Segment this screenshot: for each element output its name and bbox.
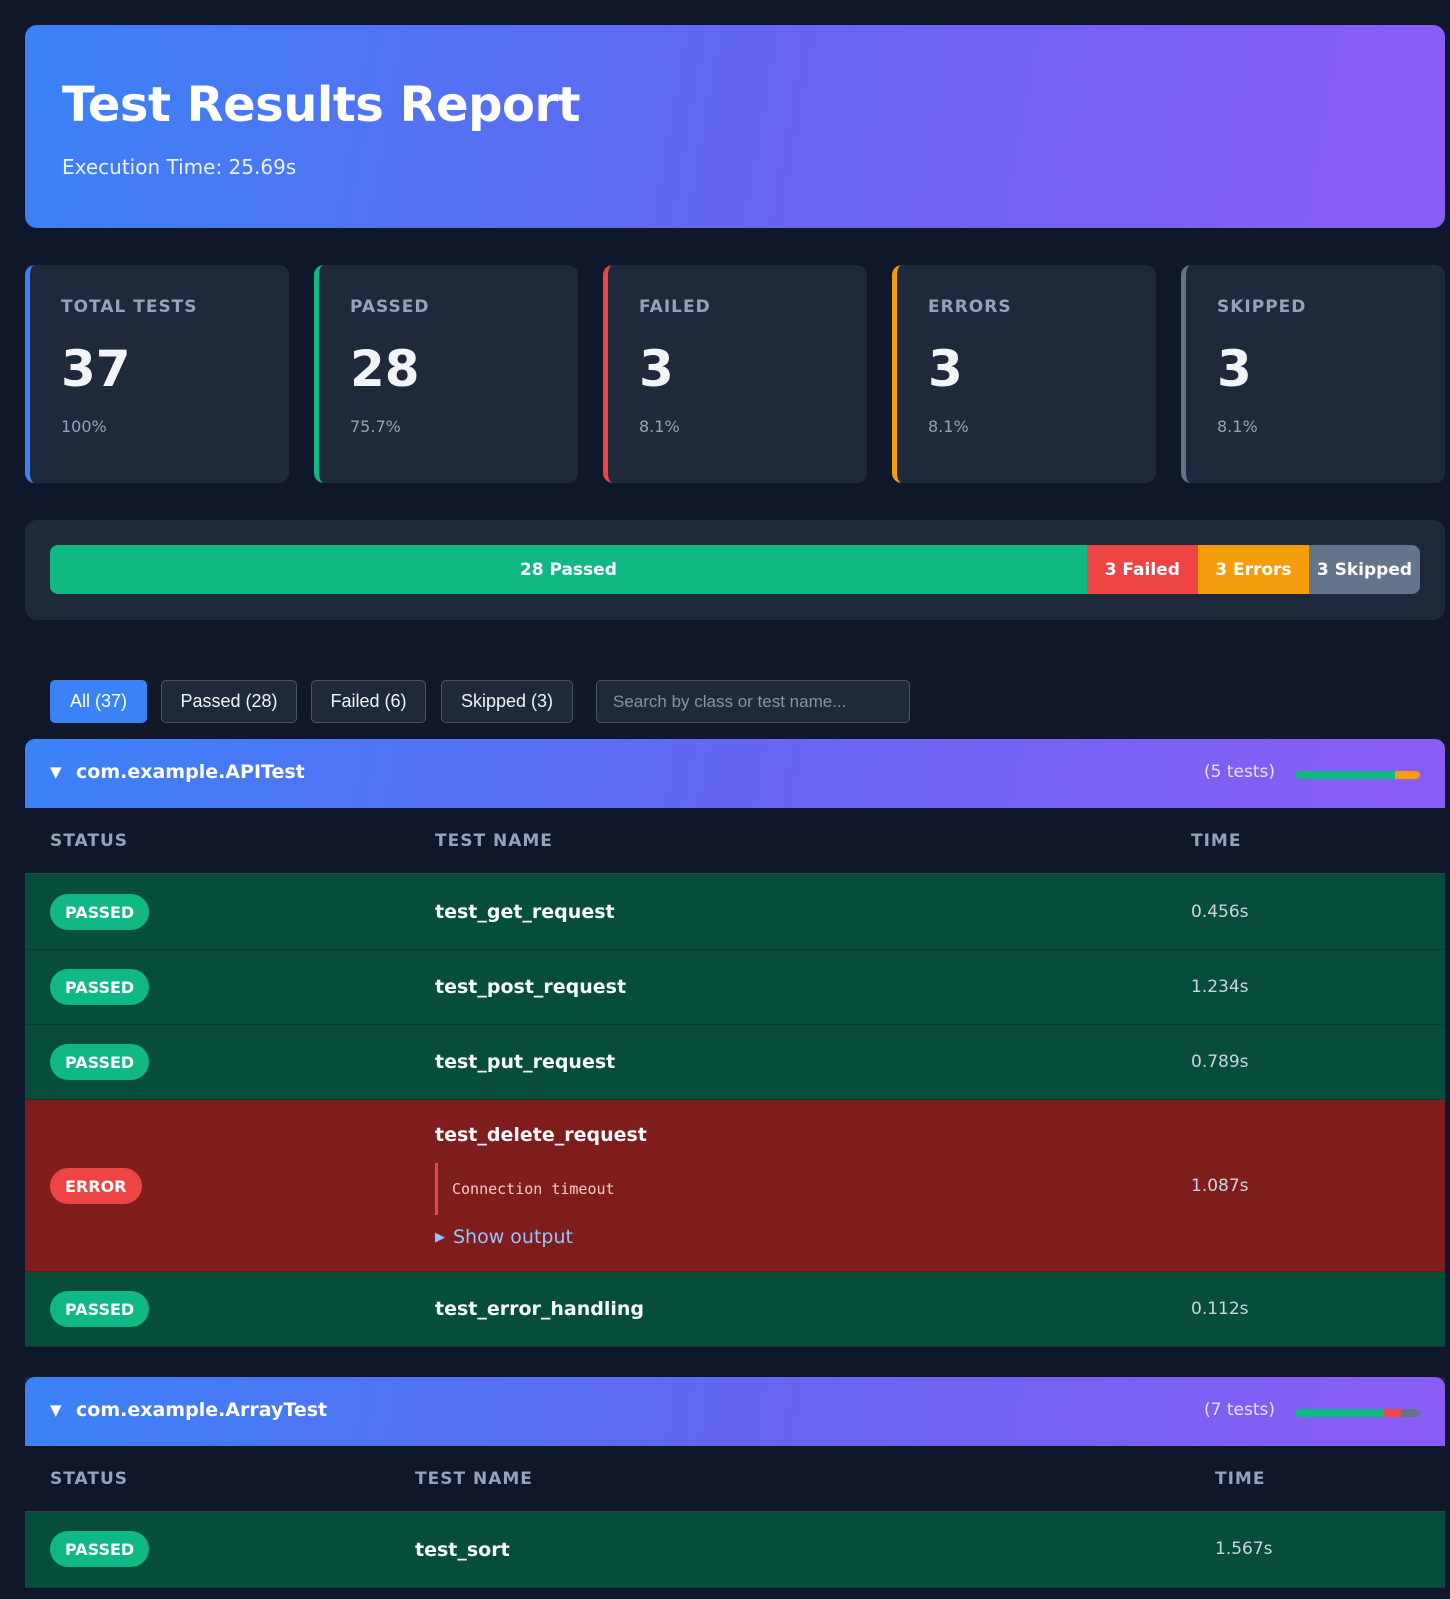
filter-skipped-button[interactable]: Skipped (3) [441,680,573,723]
stat-label: SKIPPED [1217,297,1307,317]
stat-percent: 8.1% [1217,417,1258,436]
test-time: 1.234s [1191,977,1249,997]
status-badge: PASSED [50,1531,150,1567]
table-row[interactable]: PASSED test_put_request 0.789s [25,1025,1445,1100]
execution-time: Execution Time: 25.69s [62,155,297,179]
column-header-test-name: TEST NAME [415,1469,533,1489]
stat-percent: 75.7% [350,417,401,436]
status-badge: PASSED [50,1044,150,1080]
test-name: test_sort [415,1539,510,1561]
table-row[interactable]: PASSED test_error_handling 0.112s [25,1272,1445,1347]
stat-label: FAILED [639,297,711,317]
report-container: Test Results Report Execution Time: 25.6… [25,25,1445,1588]
stat-label: ERRORS [928,297,1012,317]
column-header-status: STATUS [50,1469,129,1489]
collapse-triangle-icon[interactable]: ▼ [50,763,62,781]
mini-progress-segment [1295,1409,1385,1417]
table-row[interactable]: PASSED test_get_request 0.456s [25,874,1445,950]
report-header: Test Results Report Execution Time: 25.6… [25,25,1445,228]
test-time: 1.567s [1215,1539,1273,1559]
error-message: Connection timeout [435,1163,735,1215]
collapse-triangle-icon[interactable]: ▼ [50,1401,62,1419]
mini-progress-segment [1384,1409,1403,1417]
test-class-header[interactable]: ▼ com.example.APITest (5 tests) [25,739,1445,808]
test-time: 0.456s [1191,902,1249,922]
filter-passed-button[interactable]: Passed (28) [161,680,297,723]
test-class-name: com.example.ArrayTest [76,1399,328,1421]
table-row[interactable]: PASSED test_post_request 1.234s [25,950,1445,1025]
test-time: 1.087s [1191,1176,1249,1196]
test-class-header[interactable]: ▼ com.example.ArrayTest (7 tests) [25,1377,1445,1446]
stat-label: PASSED [350,297,430,317]
progress-bar: 28 Passed 3 Failed 3 Errors 3 Skipped [50,545,1420,594]
summary-cards: TOTAL TESTS 37 100% PASSED 28 75.7% FAIL… [25,265,1445,483]
mini-progress-segment [1295,771,1395,779]
stat-card-passed: PASSED 28 75.7% [314,265,578,483]
test-name: test_get_request [435,901,615,923]
test-class-count: (5 tests) [1204,762,1275,782]
test-name: test_put_request [435,1051,616,1073]
show-output-label: Show output [453,1226,573,1248]
test-class-count: (7 tests) [1204,1400,1275,1420]
stat-card-skipped: SKIPPED 3 8.1% [1181,265,1445,483]
test-name: test_post_request [435,976,627,998]
mini-progress-segment [1402,1409,1420,1417]
test-name: test_delete_request [435,1124,647,1146]
filter-bar: All (37) Passed (28) Failed (6) Skipped … [25,655,1445,739]
table-row[interactable]: PASSED test_sort 1.567s [25,1512,1445,1588]
test-time: 0.112s [1191,1299,1249,1319]
stat-percent: 8.1% [639,417,680,436]
stat-card-errors: ERRORS 3 8.1% [892,265,1156,483]
status-badge: PASSED [50,894,150,930]
test-time: 0.789s [1191,1052,1249,1072]
stat-value: 37 [61,340,131,398]
play-triangle-icon: ▶ [435,1229,445,1245]
table-header: STATUS TEST NAME TIME [25,1446,1445,1512]
status-badge: PASSED [50,969,150,1005]
show-output-toggle[interactable]: ▶ Show output [435,1226,573,1248]
test-class-section: ▼ com.example.APITest (5 tests) STATUS T… [25,739,1445,1347]
page-title: Test Results Report [62,77,581,133]
column-header-time: TIME [1215,1469,1266,1489]
column-header-test-name: TEST NAME [435,831,553,851]
stat-card-total: TOTAL TESTS 37 100% [25,265,289,483]
status-badge: ERROR [50,1168,142,1204]
progress-segment-passed: 28 Passed [50,545,1087,594]
search-input[interactable] [596,680,910,723]
status-badge: PASSED [50,1291,150,1327]
stat-card-failed: FAILED 3 8.1% [603,265,867,483]
filter-failed-button[interactable]: Failed (6) [311,680,426,723]
column-header-status: STATUS [50,831,129,851]
column-header-time: TIME [1191,831,1242,851]
progress-segment-errors: 3 Errors [1197,545,1309,594]
class-mini-progress-bar [1295,1409,1420,1417]
class-mini-progress-bar [1295,771,1420,779]
stat-percent: 100% [61,417,107,436]
test-class-section: ▼ com.example.ArrayTest (7 tests) STATUS… [25,1377,1445,1588]
stat-value: 3 [1217,340,1252,398]
stat-label: TOTAL TESTS [61,297,198,317]
test-class-name: com.example.APITest [76,761,305,783]
stat-percent: 8.1% [928,417,969,436]
table-row-error[interactable]: ERROR test_delete_request Connection tim… [25,1100,1445,1272]
table-header: STATUS TEST NAME TIME [25,808,1445,874]
stat-value: 28 [350,340,420,398]
progress-segment-skipped: 3 Skipped [1308,545,1420,594]
filter-all-button[interactable]: All (37) [50,680,147,723]
stat-value: 3 [639,340,674,398]
progress-section: 28 Passed 3 Failed 3 Errors 3 Skipped [25,520,1445,620]
progress-segment-failed: 3 Failed [1086,545,1198,594]
stat-value: 3 [928,340,963,398]
test-name: test_error_handling [435,1298,645,1320]
mini-progress-segment [1395,771,1420,779]
